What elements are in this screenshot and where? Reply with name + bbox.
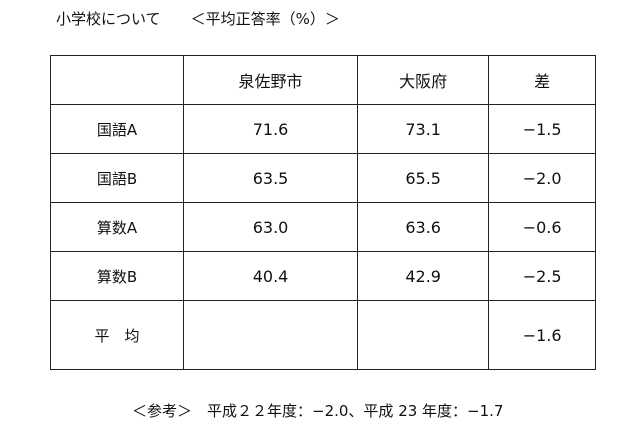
table-cell: −2.5 [488, 251, 596, 301]
column-header: 泉佐野市 [182, 55, 359, 105]
row-label: 国語B [50, 153, 184, 203]
table-row: 国語B 63.5 65.5 −2.0 [50, 153, 596, 203]
footer-note: ＜参考＞ 平成２２年度：−2.0、平成 23 年度：−1.7 [132, 402, 504, 420]
row-label: 国語A [50, 104, 184, 154]
table-cell: 65.5 [357, 153, 490, 203]
subtitle: ＜平均正答率（%）＞ [190, 10, 340, 28]
table-cell [182, 300, 359, 370]
table-cell: 63.5 [182, 153, 359, 203]
table-row: 平 均 −1.6 [50, 300, 596, 370]
table-row: 算数B 40.4 42.9 −2.5 [50, 251, 596, 301]
table-cell: −2.0 [488, 153, 596, 203]
table-row: 算数A 63.0 63.6 −0.6 [50, 202, 596, 252]
row-label: 平 均 [50, 300, 184, 370]
title: 小学校について [56, 10, 161, 28]
column-header: 大阪府 [357, 55, 490, 105]
header: 小学校について ＜平均正答率（%）＞ [56, 8, 340, 29]
header-row: 泉佐野市 大阪府差 [50, 55, 596, 105]
table-row: 国語A 71.6 73.1 −1.5 [50, 104, 596, 154]
table-cell: 40.4 [182, 251, 359, 301]
row-label: 算数A [50, 202, 184, 252]
column-header: 差 [488, 55, 596, 105]
table-cell: 73.1 [357, 104, 490, 154]
table-cell: 42.9 [357, 251, 490, 301]
corner-cell [50, 55, 184, 105]
table-cell: −0.6 [488, 202, 596, 252]
table-cell: −1.6 [488, 300, 596, 370]
table-cell [357, 300, 490, 370]
table-cell: 63.6 [357, 202, 490, 252]
table: 泉佐野市 大阪府差国語A 71.6 73.1 −1.5 国語B 63.5 65.5 −2.0 算数… [50, 55, 596, 370]
row-label: 算数B [50, 251, 184, 301]
table-cell: 63.0 [182, 202, 359, 252]
table-cell: 71.6 [182, 104, 359, 154]
table-cell: −1.5 [488, 104, 596, 154]
